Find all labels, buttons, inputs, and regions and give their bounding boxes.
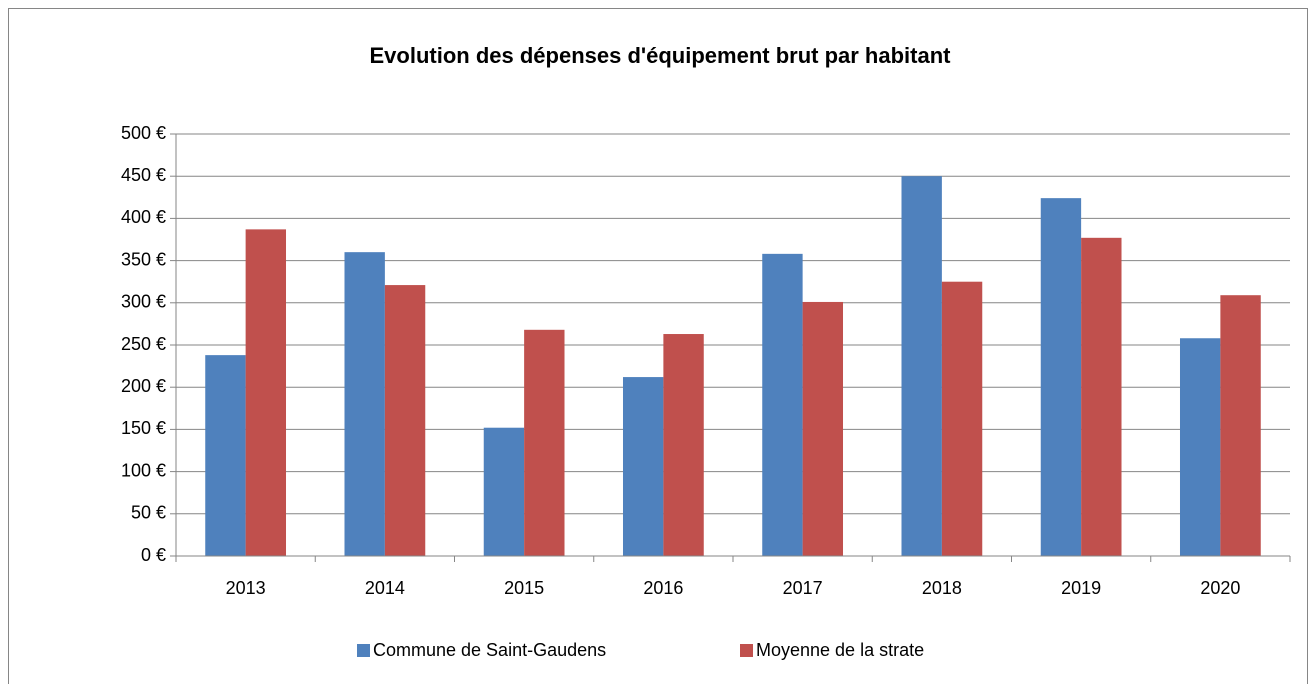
bar xyxy=(1081,237,1122,556)
bar xyxy=(802,301,844,556)
y-tick-label: 200 € xyxy=(121,376,166,396)
y-tick-label: 450 € xyxy=(121,165,166,185)
x-tick-label: 2017 xyxy=(783,578,823,598)
bar xyxy=(524,329,565,556)
x-tick-label: 2019 xyxy=(1061,578,1101,598)
bar xyxy=(663,334,704,556)
bar xyxy=(901,176,942,556)
y-tick-label: 0 € xyxy=(141,545,166,565)
bar xyxy=(1040,198,1082,557)
y-tick-label: 350 € xyxy=(121,249,166,269)
x-tick-label: 2013 xyxy=(226,578,266,598)
y-tick-label: 500 € xyxy=(121,123,166,143)
y-tick-label: 50 € xyxy=(131,503,166,523)
bar xyxy=(245,229,287,556)
bar xyxy=(762,253,803,556)
y-tick-label: 150 € xyxy=(121,418,166,438)
chart-title: Evolution des dépenses d'équipement brut… xyxy=(370,43,952,68)
legend-swatch xyxy=(357,644,370,657)
y-tick-label: 300 € xyxy=(121,292,166,312)
bar xyxy=(941,281,983,556)
x-tick-label: 2018 xyxy=(922,578,962,598)
x-tick-label: 2020 xyxy=(1200,578,1240,598)
legend-swatch xyxy=(740,644,753,657)
bar xyxy=(1179,338,1221,556)
bar xyxy=(205,355,246,556)
bar xyxy=(384,285,426,556)
x-tick-label: 2016 xyxy=(643,578,683,598)
bar xyxy=(483,427,525,556)
bar xyxy=(344,252,385,556)
bar xyxy=(1220,295,1261,556)
legend-label: Commune de Saint-Gaudens xyxy=(373,640,606,660)
legend-label: Moyenne de la strate xyxy=(756,640,924,660)
x-tick-label: 2014 xyxy=(365,578,405,598)
y-tick-label: 100 € xyxy=(121,460,166,480)
y-tick-label: 400 € xyxy=(121,207,166,227)
x-tick-label: 2015 xyxy=(504,578,544,598)
y-tick-label: 250 € xyxy=(121,334,166,354)
bar xyxy=(622,377,664,556)
